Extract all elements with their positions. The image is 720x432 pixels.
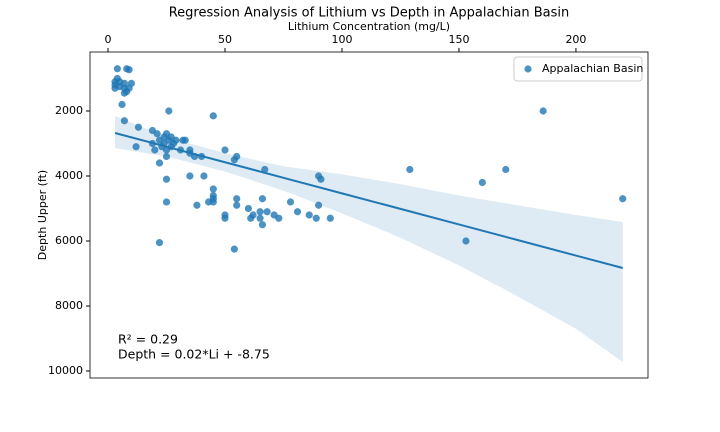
legend-box (513, 56, 643, 82)
data-point (127, 79, 136, 87)
x-tick-label: 200 (565, 33, 586, 46)
data-point (153, 130, 161, 138)
data-point (162, 152, 171, 161)
data-point (230, 245, 238, 253)
y-tick-label: 4000 (55, 169, 83, 182)
data-point (478, 178, 486, 187)
data-point (172, 136, 180, 144)
y-tick-label: 6000 (55, 234, 83, 247)
data-point (406, 165, 414, 174)
data-point (221, 214, 229, 222)
data-point (256, 214, 264, 222)
data-point (209, 185, 217, 193)
data-point (293, 208, 302, 216)
data-point (233, 201, 241, 209)
legend-label: Appalachian Basin (542, 62, 643, 75)
data-point (193, 201, 201, 209)
data-point (275, 214, 283, 222)
regression-line (114, 132, 623, 269)
data-point (165, 107, 173, 115)
data-point (162, 175, 171, 183)
data-point (118, 100, 126, 109)
data-point (502, 165, 510, 174)
data-point (305, 211, 313, 219)
chart-title: Regression Analysis of Lithium vs Depth … (169, 6, 570, 21)
annotation: Depth = 0.02*Li + -8.75 (118, 347, 270, 362)
y-axis-label: Depth Upper (ft) (36, 170, 49, 260)
data-point (155, 159, 164, 167)
data-point (244, 204, 252, 213)
data-point (286, 198, 295, 206)
data-point (186, 172, 194, 180)
x-tick-label: 0 (105, 33, 112, 46)
data-point (209, 198, 217, 206)
data-point (539, 107, 547, 115)
data-point (263, 208, 271, 216)
data-point (151, 146, 159, 154)
data-point (462, 237, 470, 245)
data-point (314, 201, 323, 209)
y-tick-label: 2000 (55, 104, 83, 117)
data-point (258, 221, 267, 229)
data-point (113, 65, 121, 73)
data-point (233, 152, 241, 161)
x-axis-label: Lithium Concentration (mg/L) (288, 20, 450, 33)
data-point (619, 195, 627, 203)
data-point (261, 165, 269, 174)
data-point (132, 143, 140, 151)
legend-marker (524, 65, 532, 73)
data-point (155, 239, 164, 247)
data-point (181, 136, 189, 144)
data-point (326, 214, 334, 222)
data-point (233, 195, 241, 203)
x-tick-label: 100 (331, 33, 352, 46)
data-point (256, 208, 264, 216)
data-point (221, 146, 229, 154)
data-point (249, 211, 257, 219)
data-point (120, 117, 128, 125)
data-point (125, 66, 133, 74)
y-tick-label: 8000 (55, 299, 83, 312)
plot-frame (89, 51, 649, 379)
annotation: R² = 0.29 (118, 332, 178, 347)
data-point (200, 172, 208, 180)
data-point (162, 198, 171, 206)
y-tick-label: 10000 (48, 364, 83, 377)
data-point (312, 214, 320, 222)
data-point (134, 123, 143, 131)
data-point (258, 195, 267, 203)
data-point (209, 112, 217, 120)
x-tick-label: 50 (218, 33, 232, 46)
x-tick-label: 150 (448, 33, 469, 46)
data-point (317, 175, 325, 183)
